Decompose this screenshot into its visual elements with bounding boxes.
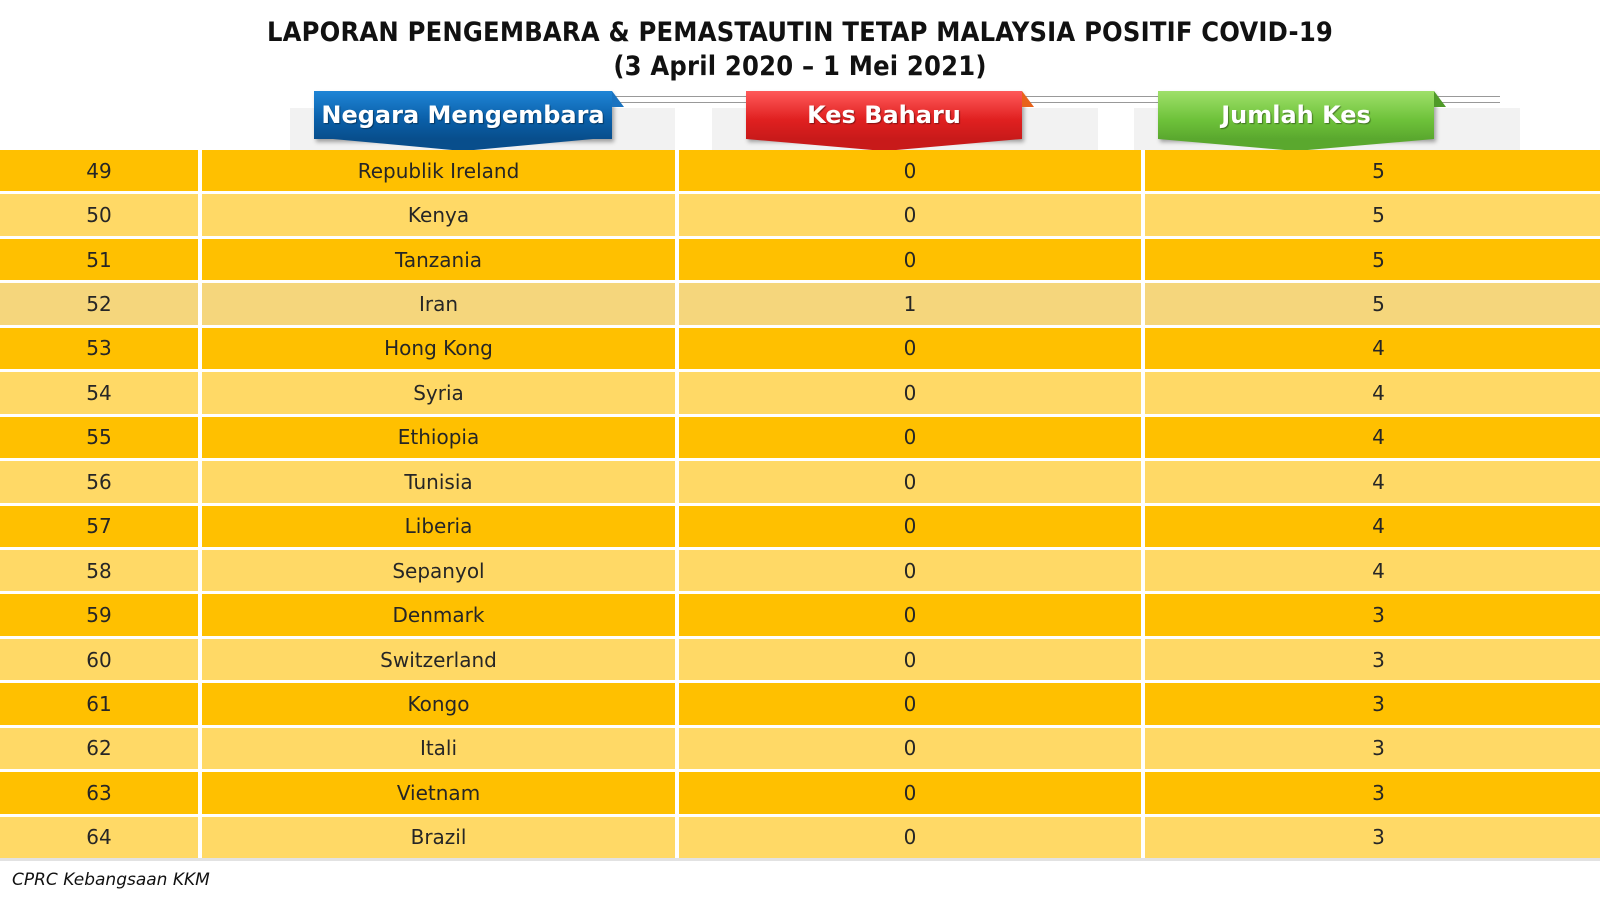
row-number-cell: 62	[0, 727, 198, 770]
country-cell: Syria	[202, 372, 675, 414]
header-divider-line	[600, 96, 1500, 103]
new-cases-cell: 0	[679, 238, 1141, 281]
total-cases-cell: 4	[1145, 327, 1600, 370]
country-cell: Itali	[202, 727, 675, 770]
new-cases-cell: 0	[679, 549, 1141, 592]
total-cases-cell: 3	[1145, 727, 1600, 770]
country-cell: Liberia	[202, 505, 675, 547]
new-cases-cell: 0	[679, 327, 1141, 370]
new-cases-cell: 1	[679, 283, 1141, 325]
title-line-2: (3 April 2020 – 1 Mei 2021)	[613, 51, 987, 82]
header-ribbon-flap	[1022, 91, 1034, 107]
row-number-cell: 53	[0, 327, 198, 370]
new-cases-cell: 0	[679, 816, 1141, 858]
new-cases-cell: 0	[679, 638, 1141, 681]
row-number-cell: 55	[0, 416, 198, 459]
new-cases-cell: 0	[679, 194, 1141, 236]
total-cases-cell: 4	[1145, 372, 1600, 414]
column-header-country: Negara Mengembara	[314, 91, 624, 151]
total-cases-cell: 4	[1145, 461, 1600, 503]
new-cases-cell: 0	[679, 150, 1141, 192]
total-cases-cell: 5	[1145, 283, 1600, 325]
column-header-total-cases: Jumlah Kes	[1158, 91, 1446, 151]
total-cases-cell: 4	[1145, 416, 1600, 459]
total-cases-cell: 3	[1145, 683, 1600, 725]
country-cell: Iran	[202, 283, 675, 325]
row-number-cell: 58	[0, 549, 198, 592]
total-cases-cell: 3	[1145, 816, 1600, 858]
row-number-cell: 61	[0, 683, 198, 725]
column-header-country-label: Negara Mengembara	[321, 101, 605, 129]
country-cell: Kongo	[202, 683, 675, 725]
report-title: LAPORAN PENGEMBARA & PEMASTAUTIN TETAP M…	[0, 16, 1600, 84]
header-arrow-point	[333, 139, 593, 151]
new-cases-cell: 0	[679, 683, 1141, 725]
cases-table: 49 Republik Ireland 0 5 50 Kenya 0 5 51 Tanzania 0…	[0, 150, 1600, 858]
header-arrow-point	[1158, 139, 1434, 151]
country-cell: Kenya	[202, 194, 675, 236]
row-number-cell: 54	[0, 372, 198, 414]
country-cell: Vietnam	[202, 772, 675, 814]
country-cell: Brazil	[202, 816, 675, 858]
total-cases-cell: 4	[1145, 549, 1600, 592]
country-cell: Tanzania	[202, 238, 675, 281]
total-cases-cell: 5	[1145, 194, 1600, 236]
column-header-new-cases: Kes Baharu	[746, 91, 1034, 151]
row-number-cell: 60	[0, 638, 198, 681]
row-number-cell: 51	[0, 238, 198, 281]
new-cases-cell: 0	[679, 372, 1141, 414]
new-cases-cell: 0	[679, 594, 1141, 636]
row-number-cell: 49	[0, 150, 198, 192]
total-cases-cell: 4	[1145, 505, 1600, 547]
column-header-total-cases-label: Jumlah Kes	[1221, 101, 1371, 129]
country-cell: Republik Ireland	[202, 150, 675, 192]
header-ribbon-flap	[612, 91, 624, 107]
row-number-cell: 50	[0, 194, 198, 236]
header-ribbon-flap	[1434, 91, 1446, 107]
new-cases-cell: 0	[679, 505, 1141, 547]
row-number-cell: 64	[0, 816, 198, 858]
title-line-1: LAPORAN PENGEMBARA & PEMASTAUTIN TETAP M…	[266, 17, 1334, 48]
country-cell: Tunisia	[202, 461, 675, 503]
country-cell: Switzerland	[202, 638, 675, 681]
total-cases-cell: 5	[1145, 150, 1600, 192]
row-number-cell: 56	[0, 461, 198, 503]
row-number-cell: 59	[0, 594, 198, 636]
total-cases-cell: 3	[1145, 772, 1600, 814]
footer-divider	[0, 858, 1600, 861]
source-credit: CPRC Kebangsaan KKM	[12, 870, 210, 890]
row-number-cell: 63	[0, 772, 198, 814]
total-cases-cell: 3	[1145, 638, 1600, 681]
row-number-cell: 57	[0, 505, 198, 547]
total-cases-cell: 3	[1145, 594, 1600, 636]
new-cases-cell: 0	[679, 416, 1141, 459]
total-cases-cell: 5	[1145, 238, 1600, 281]
new-cases-cell: 0	[679, 772, 1141, 814]
country-cell: Ethiopia	[202, 416, 675, 459]
header-arrow-point	[746, 139, 1022, 151]
country-cell: Sepanyol	[202, 549, 675, 592]
new-cases-cell: 0	[679, 727, 1141, 770]
new-cases-cell: 0	[679, 461, 1141, 503]
country-cell: Denmark	[202, 594, 675, 636]
country-cell: Hong Kong	[202, 327, 675, 370]
row-number-cell: 52	[0, 283, 198, 325]
column-header-new-cases-label: Kes Baharu	[807, 101, 961, 129]
